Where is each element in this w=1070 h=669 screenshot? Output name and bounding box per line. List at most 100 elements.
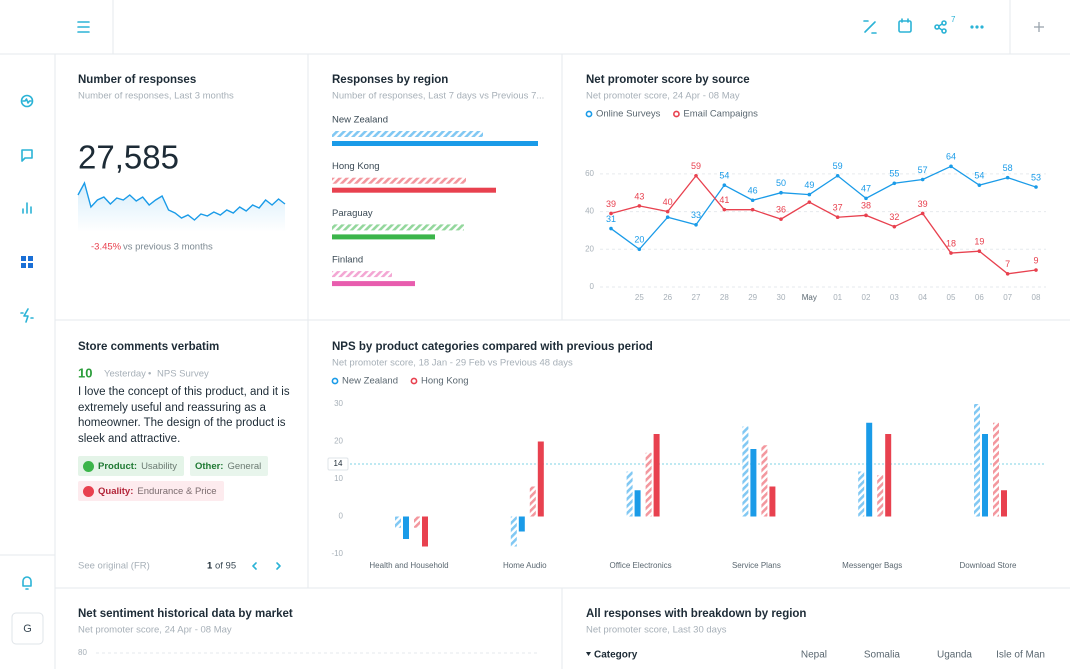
- data-label: 49: [804, 180, 814, 190]
- sparkline: [77, 181, 286, 221]
- data-label: 38: [861, 201, 871, 211]
- reference-label-box: [327, 457, 349, 471]
- column-header[interactable]: Nepal: [801, 650, 827, 661]
- x-tick-label: 07: [1003, 293, 1012, 302]
- x-tick-label: 03: [890, 293, 899, 302]
- x-tick-label: Health and Household: [369, 561, 448, 570]
- bar: [332, 234, 435, 240]
- point: [835, 215, 840, 220]
- nav-reports[interactable]: [22, 202, 32, 214]
- panel-title: Net sentiment historical data by market: [78, 608, 293, 620]
- prev-button[interactable]: [252, 562, 257, 570]
- column-header[interactable]: Category: [594, 650, 638, 661]
- x-tick-label: 02: [862, 293, 871, 302]
- x-tick-label: 05: [947, 293, 956, 302]
- share-button[interactable]: [934, 20, 947, 34]
- point: [807, 200, 812, 204]
- legend-marker: [331, 377, 339, 385]
- y-tick-label: 20: [334, 437, 343, 446]
- x-tick-label: 30: [777, 293, 786, 302]
- point: [807, 192, 812, 197]
- point: [892, 181, 897, 186]
- point: [864, 213, 868, 218]
- data-label: 39: [918, 199, 928, 209]
- tag[interactable]: Quality: Endurance & Price: [78, 481, 224, 501]
- point: [1005, 175, 1010, 180]
- bar: [332, 141, 538, 146]
- previous-bar: [858, 471, 865, 517]
- nav-dashboard[interactable]: [20, 94, 34, 108]
- separator: •: [148, 369, 151, 380]
- avatar[interactable]: [11, 612, 44, 645]
- avatar-initial: G: [23, 623, 32, 635]
- x-tick-label: Office Electronics: [610, 561, 672, 570]
- x-tick-label: 26: [663, 293, 672, 302]
- nav-automation[interactable]: [20, 308, 34, 323]
- point: [694, 222, 698, 227]
- add-button[interactable]: [1034, 22, 1044, 32]
- panel-title: NPS by product categories compared with …: [332, 341, 653, 353]
- data-label: 46: [748, 186, 758, 196]
- page-current: 1: [207, 561, 213, 572]
- data-label: 55: [889, 169, 899, 179]
- data-label: 59: [833, 161, 843, 171]
- data-label: 64: [946, 152, 956, 162]
- point: [609, 211, 613, 216]
- comment-source: NPS Survey: [157, 369, 209, 380]
- data-label: 33: [691, 210, 701, 220]
- line: [610, 165, 1037, 251]
- next-button[interactable]: [276, 562, 281, 570]
- bar: [885, 434, 892, 517]
- point: [835, 173, 840, 178]
- data-label: 57: [918, 165, 928, 175]
- bar: [866, 422, 873, 517]
- bar: [653, 434, 660, 517]
- x-tick-label: 01: [833, 293, 842, 302]
- nav-boards[interactable]: [21, 256, 33, 268]
- bar: [634, 490, 641, 517]
- x-tick-label: Home Audio: [503, 561, 547, 570]
- legend-marker: [410, 377, 418, 385]
- point: [920, 177, 925, 182]
- negative-icon: [83, 485, 94, 497]
- see-original-link[interactable]: See original (FR): [78, 561, 150, 572]
- data-label: 50: [776, 178, 786, 188]
- column-header[interactable]: Somalia: [864, 650, 901, 661]
- data-label: 43: [634, 191, 644, 201]
- bar: [982, 434, 988, 517]
- x-tick-label: 27: [692, 293, 701, 302]
- tag[interactable]: Other: General: [189, 456, 269, 476]
- point: [722, 207, 727, 212]
- nav-comments[interactable]: [21, 149, 33, 162]
- bar-label: Finland: [332, 255, 363, 266]
- positive-icon: [83, 460, 94, 472]
- bar-label: New Zealand: [332, 115, 388, 126]
- data-label: 40: [663, 197, 673, 207]
- previous-bar: [742, 426, 749, 517]
- column-header[interactable]: Isle of Man: [996, 650, 1045, 661]
- bar-label: Hong Kong: [332, 161, 380, 172]
- menu-button[interactable]: [77, 21, 90, 33]
- y-tick-label: 40: [585, 207, 594, 216]
- x-tick-label: 25: [635, 293, 644, 302]
- total-value: 27,585: [78, 139, 179, 176]
- panel-subtitle: Number of responses, Last 7 days vs Prev…: [332, 91, 544, 102]
- x-tick-label: Service Plans: [732, 561, 781, 570]
- x-tick-label: 08: [1032, 293, 1041, 302]
- previous-bar: [332, 271, 392, 278]
- share-count: 7: [951, 15, 956, 24]
- more-button[interactable]: [970, 25, 984, 29]
- column-header[interactable]: Uganda: [937, 650, 972, 661]
- calendar-button[interactable]: [898, 18, 912, 33]
- sort-icon[interactable]: [586, 652, 591, 656]
- legend-label: Online Surveys: [596, 109, 661, 120]
- tag[interactable]: Product: Usability: [78, 456, 184, 476]
- tag-key: Product:: [98, 460, 138, 472]
- panel-title: All responses with breakdown by region: [586, 608, 806, 620]
- notifications-button[interactable]: [22, 576, 32, 590]
- bar: [769, 486, 776, 517]
- point: [779, 190, 783, 195]
- bar: [422, 516, 428, 547]
- edit-button[interactable]: [863, 20, 877, 34]
